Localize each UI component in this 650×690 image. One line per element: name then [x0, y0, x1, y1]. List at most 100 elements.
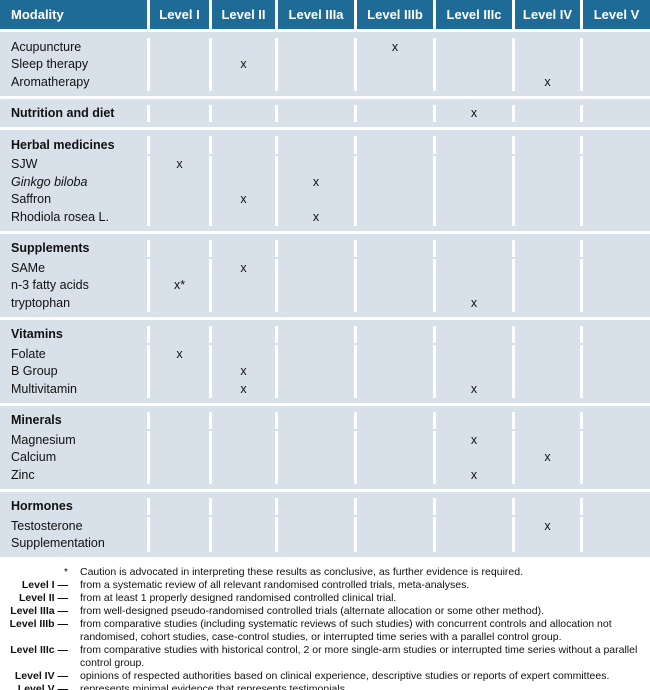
evidence-mark [580, 411, 650, 429]
modality-label: Magnesium [11, 432, 76, 447]
evidence-mark [354, 276, 433, 294]
evidence-mark [354, 411, 433, 429]
evidence-mark [147, 190, 209, 208]
footnote-item: Level V — represents minimal evidence tha… [0, 683, 650, 690]
table-header: Modality Level I Level II Level IIIa Level I… [0, 0, 650, 29]
evidence-mark [209, 239, 275, 257]
evidence-mark [512, 173, 580, 191]
column-header-level: Level II [209, 0, 275, 29]
modality-label: Calcium [11, 450, 57, 465]
evidence-mark [512, 259, 580, 277]
evidence-mark [580, 38, 650, 56]
evidence-mark [580, 239, 650, 257]
modality-label: Supplements [11, 241, 90, 256]
modality-label: Supplementation [11, 536, 105, 551]
table-row: Aromatherapy x [0, 73, 650, 91]
modality-label: tryptophan [11, 295, 71, 310]
footnote-text: from a systematic review of all relevant… [80, 579, 470, 591]
evidence-mark: x [209, 259, 275, 277]
evidence-mark [354, 380, 433, 398]
footnote-item: Level II — from at least 1 properly desig… [0, 592, 650, 605]
table-group: Hormones Testosterone x Supplementation [0, 491, 650, 557]
table-row: Nutrition and diet x [0, 104, 650, 122]
evidence-mark [209, 208, 275, 226]
evidence-mark [354, 345, 433, 363]
modality-label: Testosterone [11, 518, 83, 533]
footnote-text: from comparative studies with historical… [80, 644, 638, 669]
evidence-mark [512, 497, 580, 515]
table-group: Herbal medicines SJW x Ginkgo biloba x Saffro… [0, 130, 650, 231]
evidence-mark [580, 517, 650, 535]
evidence-mark [580, 431, 650, 449]
evidence-mark: x [433, 380, 512, 398]
evidence-mark [433, 190, 512, 208]
evidence-mark [580, 345, 650, 363]
evidence-mark [275, 466, 354, 484]
evidence-mark [275, 411, 354, 429]
evidence-mark [275, 104, 354, 122]
evidence-mark [433, 325, 512, 343]
evidence-mark [512, 208, 580, 226]
evidence-mark [580, 73, 650, 91]
evidence-mark [354, 466, 433, 484]
evidence-mark [209, 136, 275, 154]
table-row: Testosterone x [0, 517, 650, 535]
evidence-mark: x [433, 294, 512, 312]
evidence-mark [147, 55, 209, 73]
evidence-mark [512, 155, 580, 173]
footnote-item: Level IV — opinions of respected authorit… [0, 670, 650, 683]
evidence-mark [580, 173, 650, 191]
modality-label: n-3 fatty acids [11, 278, 89, 293]
evidence-mark: x [147, 345, 209, 363]
footnote-key: Level V — [17, 683, 68, 690]
table-row: Supplementation [0, 534, 650, 552]
evidence-mark [580, 136, 650, 154]
evidence-mark [512, 380, 580, 398]
modality-label: SAMe [11, 260, 46, 275]
evidence-mark: x [433, 431, 512, 449]
evidence-mark [512, 190, 580, 208]
evidence-mark [275, 239, 354, 257]
evidence-mark [209, 497, 275, 515]
footnote-text: from comparative studies (including syst… [80, 618, 612, 643]
evidence-mark [512, 411, 580, 429]
evidence-mark [209, 73, 275, 91]
evidence-mark: x [275, 173, 354, 191]
evidence-mark [433, 362, 512, 380]
evidence-mark: x [209, 362, 275, 380]
table-group: Nutrition and diet x [0, 98, 650, 127]
evidence-mark [512, 55, 580, 73]
modality-label: Sleep therapy [11, 57, 89, 72]
evidence-mark [147, 325, 209, 343]
evidence-mark [512, 325, 580, 343]
table-row: Vitamins [0, 325, 650, 343]
evidence-mark [147, 517, 209, 535]
table-row: Folate x [0, 345, 650, 363]
evidence-mark: x [209, 380, 275, 398]
evidence-mark [354, 517, 433, 535]
evidence-mark [354, 431, 433, 449]
evidence-mark [275, 325, 354, 343]
evidence-mark [354, 208, 433, 226]
evidence-mark [354, 497, 433, 515]
column-header-level: Level V [580, 0, 650, 29]
evidence-mark [580, 466, 650, 484]
evidence-mark [147, 294, 209, 312]
evidence-mark [433, 276, 512, 294]
column-header-level: Level IV [512, 0, 580, 29]
evidence-mark [354, 55, 433, 73]
modality-label: Nutrition and diet [11, 106, 115, 121]
evidence-mark [433, 155, 512, 173]
evidence-mark: x [147, 155, 209, 173]
evidence-mark: x [433, 466, 512, 484]
footnote-text: Caution is advocated in interpreting the… [80, 566, 523, 578]
evidence-mark [209, 104, 275, 122]
evidence-mark [433, 173, 512, 191]
modality-label: Zinc [11, 467, 35, 482]
evidence-mark [275, 73, 354, 91]
evidence-mark [433, 208, 512, 226]
evidence-mark [147, 104, 209, 122]
evidence-mark [275, 136, 354, 154]
footnote-item: Level IIIa — from well-designed pseudo-ra… [0, 605, 650, 618]
